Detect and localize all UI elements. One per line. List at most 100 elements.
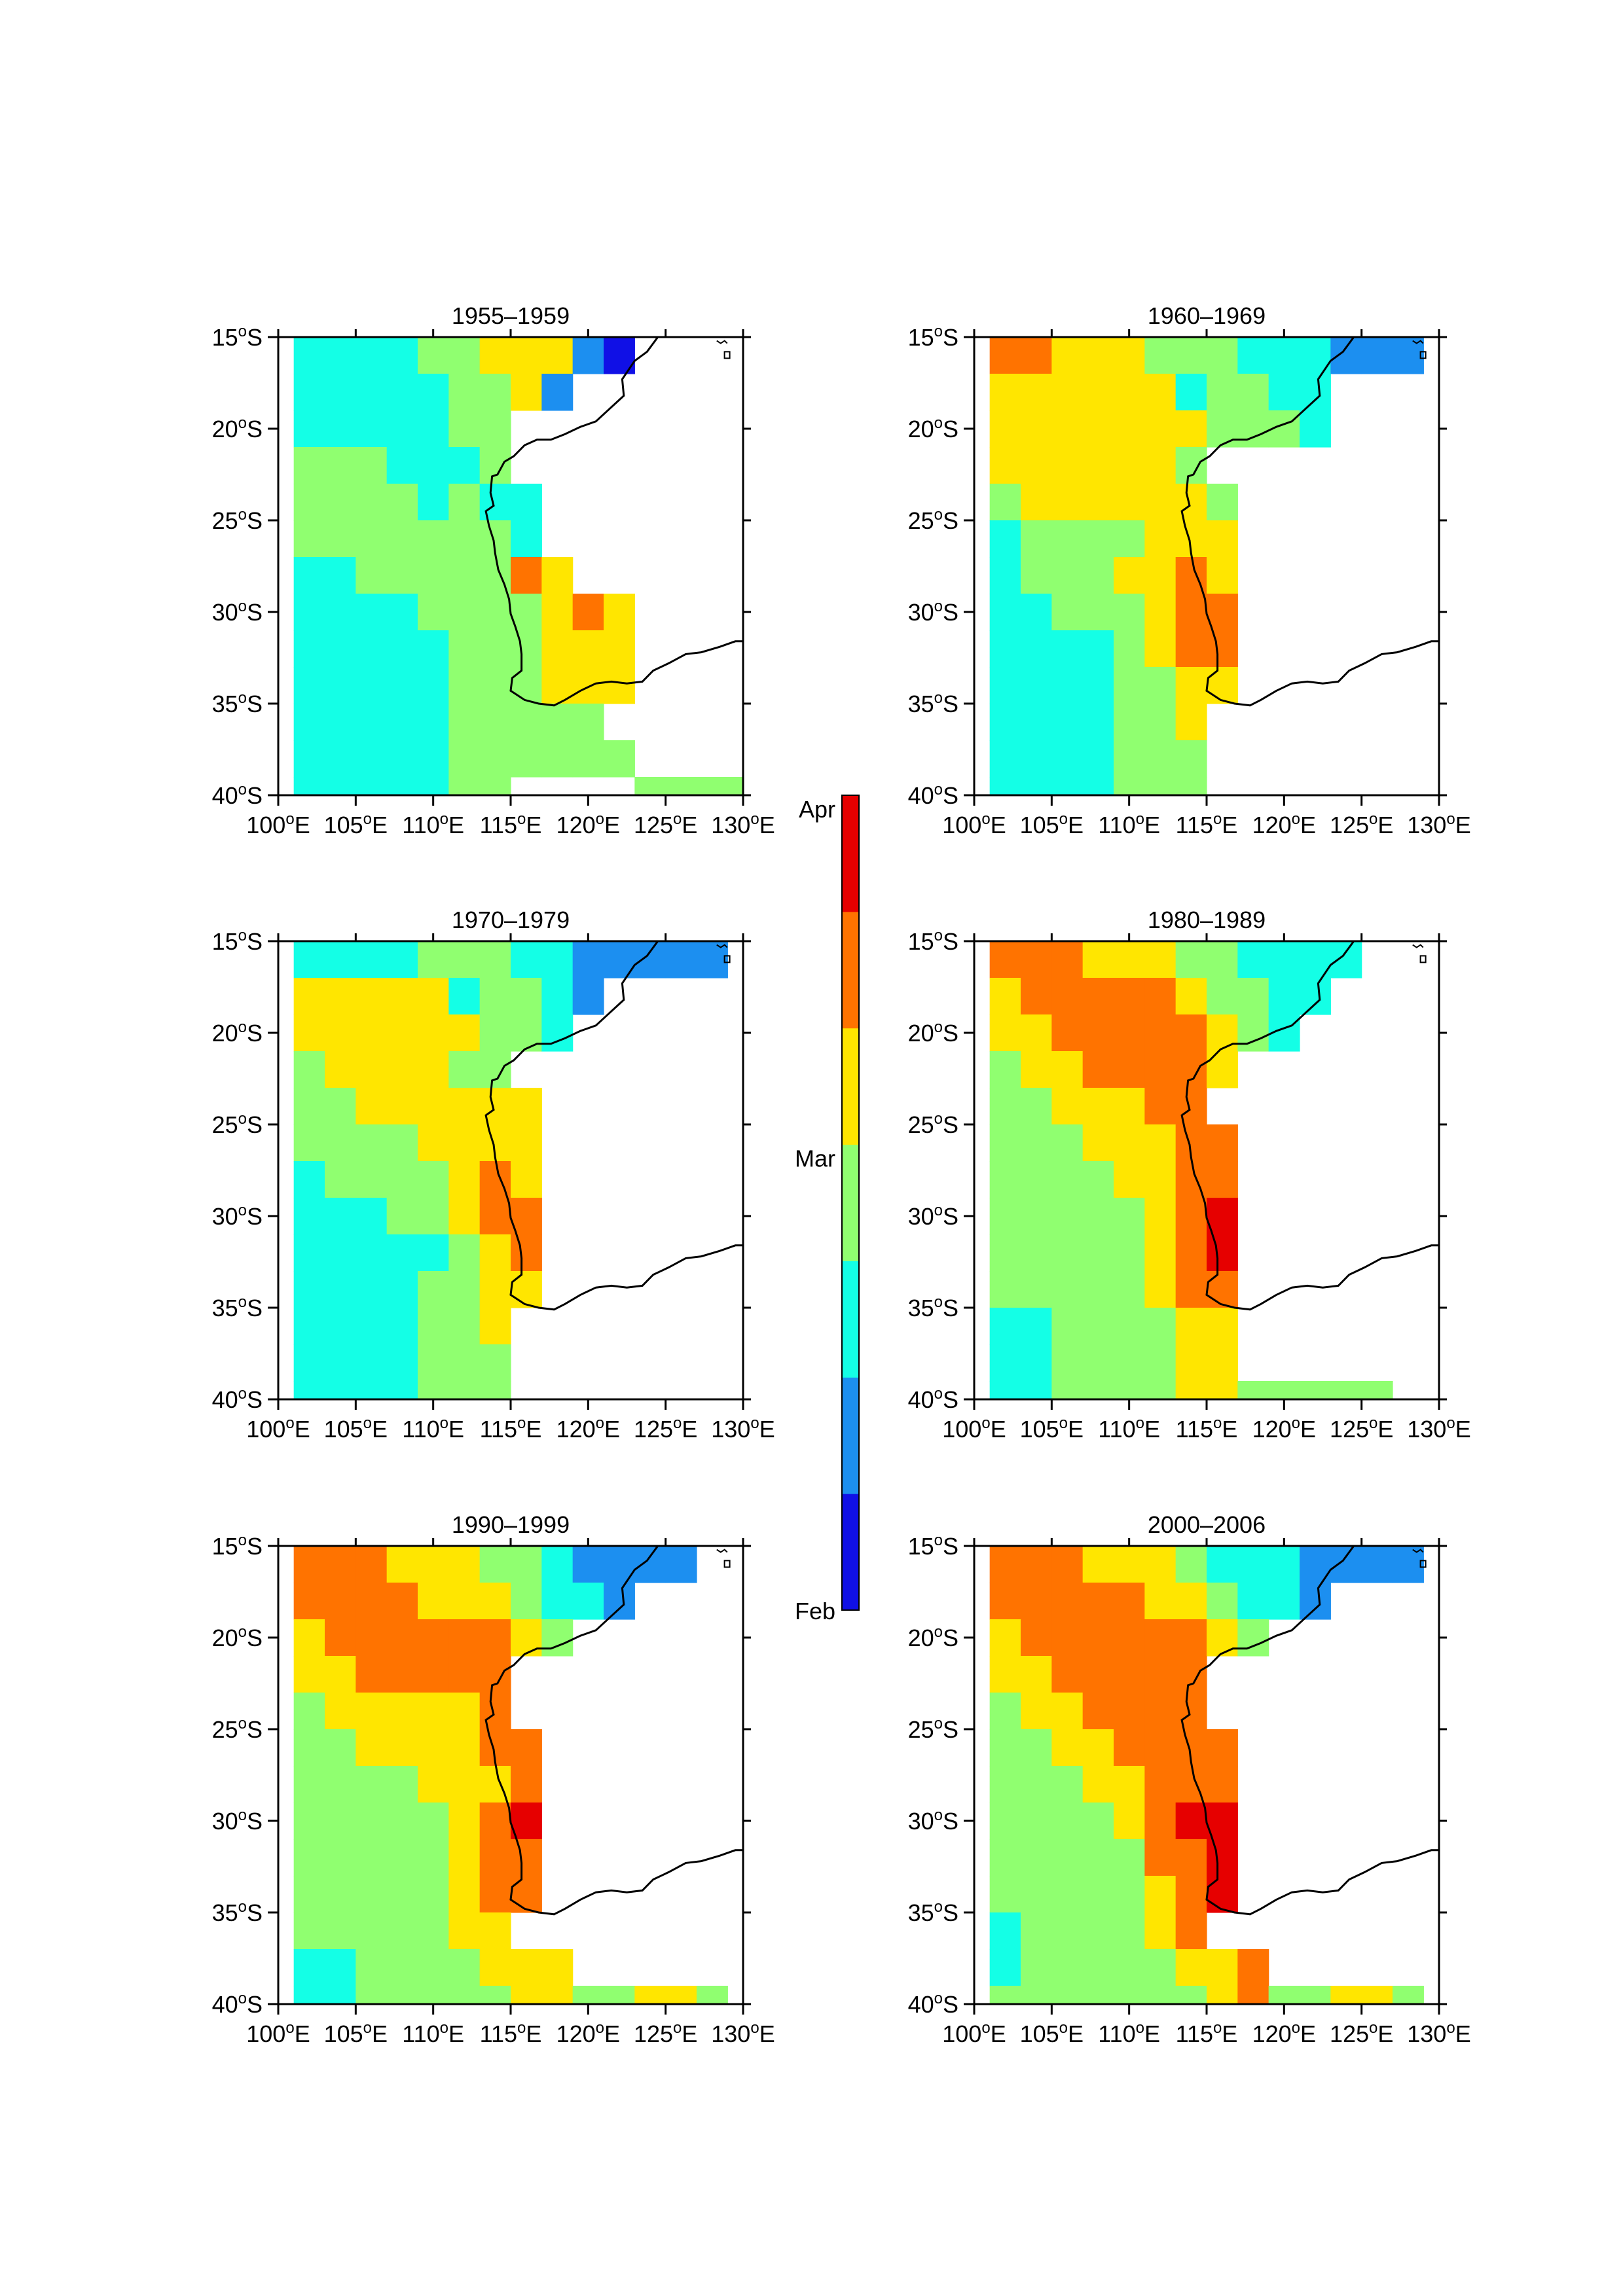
x-tick-label: 125oE (1330, 2019, 1393, 2047)
heatmap-cell (293, 1766, 325, 1803)
heatmap-cell (511, 1949, 542, 1986)
heatmap-cell (479, 1619, 511, 1657)
heatmap-cell (634, 941, 666, 978)
x-tick-label: 130oE (711, 810, 775, 838)
heatmap-cell (604, 1454, 635, 1492)
heatmap-cell (294, 2059, 325, 2096)
heatmap-cell (1144, 1693, 1176, 1730)
heatmap-cell (1423, 887, 1455, 924)
heatmap-cell (1175, 1381, 1207, 1399)
x-tick-label: 130oE (1407, 810, 1470, 838)
heatmap-cell (448, 337, 481, 374)
colorbar-label: Mar (795, 1145, 835, 1172)
heatmap-cell (479, 1088, 511, 1125)
heatmap-cell (511, 1986, 542, 2004)
heatmap-cell (448, 1839, 481, 1876)
heatmap-cell (325, 1729, 356, 1767)
heatmap-cell (386, 1693, 418, 1730)
heatmap-cell (1051, 1271, 1084, 1308)
heatmap-cell (1144, 1656, 1176, 1693)
heatmap-cell (448, 1381, 481, 1399)
heatmap-cell (1051, 1912, 1084, 1950)
heatmap-cell (1114, 1656, 1145, 1693)
heatmap-cell (572, 704, 604, 741)
heatmap-cell (666, 2096, 697, 2133)
heatmap-cell (1114, 1051, 1145, 1088)
heatmap-cell (1114, 1803, 1145, 1840)
heatmap-cell (572, 667, 604, 704)
heatmap-cell (1021, 1803, 1052, 1840)
heatmap-cell (1114, 2096, 1145, 2133)
heatmap-cell (479, 1344, 511, 1382)
heatmap-cell (1269, 2132, 1300, 2170)
heatmap-cell (604, 1986, 635, 2004)
heatmap-cell (418, 1546, 449, 1583)
heatmap-cell (293, 1912, 325, 1950)
heatmap-cell (989, 557, 1021, 594)
panel-title: 1980–1989 (1148, 906, 1266, 933)
heatmap-cell (1144, 1381, 1176, 1399)
heatmap-cell (325, 1766, 356, 1803)
heatmap-cell (1176, 1454, 1207, 1492)
heatmap-cell (1300, 374, 1331, 411)
heatmap-cell (1082, 520, 1114, 558)
heatmap-cell (356, 594, 388, 631)
heatmap-cell (479, 978, 511, 1015)
heatmap-cell (480, 2096, 511, 2133)
heatmap-cell (989, 1986, 1021, 2004)
heatmap-cell (541, 2169, 573, 2206)
heatmap-cell (293, 1161, 325, 1198)
heatmap-cell (1207, 630, 1238, 668)
heatmap-cell (1207, 978, 1238, 1015)
heatmap-cell (634, 1986, 666, 2004)
heatmap-cell (1175, 941, 1207, 978)
colorbar-label: Feb (795, 1598, 835, 1624)
heatmap-cell (1114, 1161, 1145, 1198)
heatmap-cell (1082, 1803, 1114, 1840)
heatmap-cell (293, 1876, 325, 1913)
heatmap-cell (1051, 520, 1084, 558)
heatmap-cell (1051, 1949, 1084, 1986)
heatmap-cell (541, 374, 574, 411)
heatmap-cell (1393, 2096, 1424, 2133)
heatmap-cell (386, 1198, 418, 1235)
heatmap-cell (356, 2096, 387, 2133)
heatmap-cell (1268, 374, 1300, 411)
heatmap-cell (356, 1949, 388, 1986)
heatmap-cell (1300, 1491, 1331, 1528)
heatmap-cell (325, 410, 356, 448)
heatmap-cell (356, 1088, 388, 1125)
heatmap-cell (356, 740, 388, 778)
heatmap-cell (1051, 1234, 1084, 1272)
heatmap-cell (479, 1234, 511, 1272)
heatmap-cell (697, 1454, 728, 1492)
heatmap-cell (1051, 484, 1084, 521)
heatmap-cell (1268, 941, 1300, 978)
heatmap-cell (293, 1693, 325, 1730)
heatmap-cell (1021, 1161, 1052, 1198)
heatmap-cell (356, 1198, 388, 1235)
heatmap-cell (989, 410, 1021, 448)
heatmap-cell (386, 1583, 418, 1620)
heatmap-cell (387, 2132, 418, 2170)
heatmap-cell (448, 2096, 480, 2133)
x-tick-label: 120oE (1252, 1414, 1316, 1443)
heatmap-cell (1021, 1198, 1052, 1235)
heatmap-cell (1362, 1491, 1393, 1528)
heatmap-cell (448, 2206, 480, 2243)
island (1419, 955, 1427, 963)
heatmap-cell (386, 520, 418, 558)
heatmap-cell (1175, 1014, 1207, 1052)
heatmap-cell (386, 667, 418, 704)
heatmap-cell (1051, 1051, 1084, 1088)
x-tick-label: 115oE (1176, 810, 1238, 838)
heatmap-cell (325, 594, 356, 631)
heatmap-cell (1021, 630, 1052, 668)
heatmap-cell (386, 1051, 418, 1088)
heatmap-cell (293, 1234, 325, 1272)
heatmap-cell (541, 2206, 573, 2243)
heatmap-cell (1144, 740, 1176, 778)
heatmap-cell (356, 1546, 388, 1583)
heatmap-cell (1237, 2059, 1269, 2096)
heatmap-cell (1114, 1912, 1145, 1950)
